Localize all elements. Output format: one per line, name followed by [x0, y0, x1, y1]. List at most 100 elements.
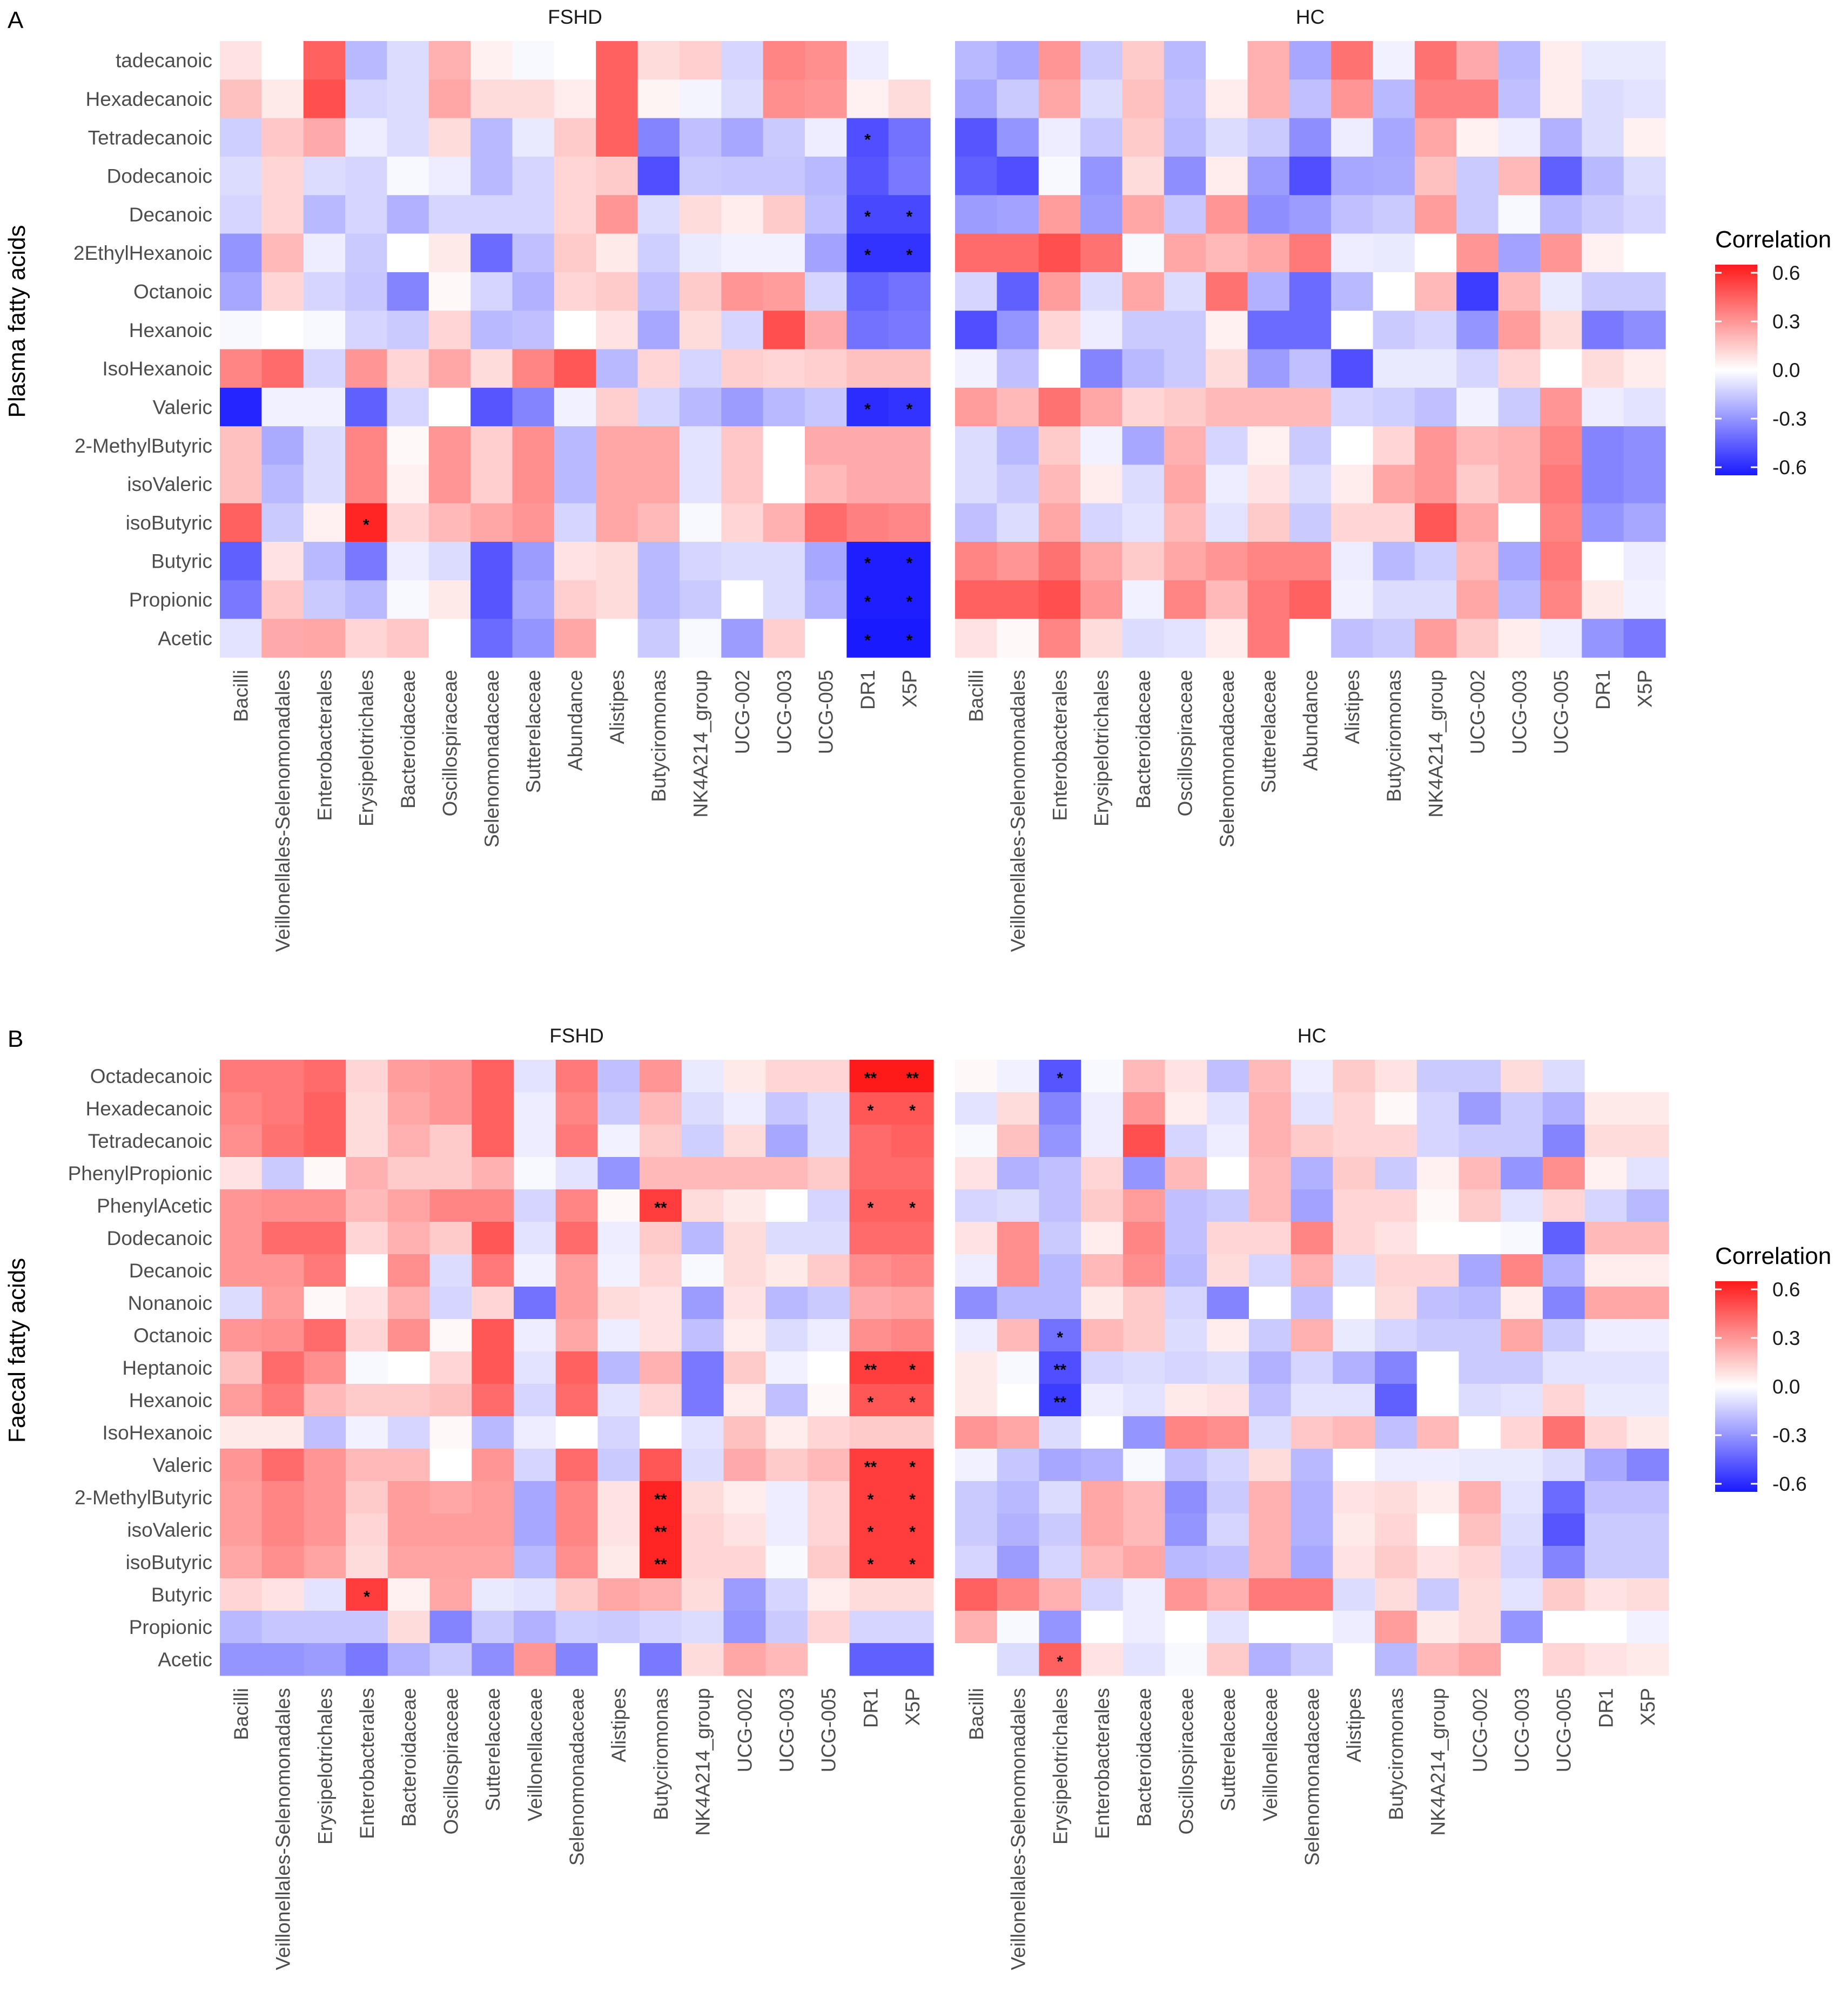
heatmap-cell	[1416, 1125, 1460, 1158]
heatmap-cell	[1039, 1643, 1081, 1676]
col-label-x5p: X5P	[902, 1688, 924, 1726]
heatmap-cell	[1373, 118, 1415, 157]
heatmap-cell	[723, 1351, 766, 1384]
heatmap-cell	[955, 1189, 998, 1222]
heatmap-cell	[1289, 79, 1332, 119]
heatmap-cell	[846, 118, 889, 157]
heatmap-cell	[1456, 387, 1499, 427]
heatmap-cell	[1080, 233, 1123, 273]
heatmap-cell	[472, 1092, 514, 1125]
heatmap-cell	[1373, 580, 1415, 620]
heatmap-cell	[512, 426, 555, 466]
heatmap-cell	[1623, 542, 1666, 581]
heatmap-cell	[1414, 79, 1457, 119]
heatmap-cell	[472, 1189, 514, 1222]
heatmap-cell	[721, 272, 764, 311]
heatmap-cell	[955, 1384, 998, 1417]
col-label-oscillospiraceae: Oscillospiraceae	[440, 1688, 462, 1834]
legend-colorbar	[1715, 265, 1757, 475]
heatmap-cell	[1627, 1643, 1669, 1676]
heatmap-cell	[387, 1449, 431, 1482]
heatmap-cell	[997, 1351, 1040, 1384]
heatmap-cell	[345, 542, 388, 581]
heatmap-cell	[1247, 465, 1290, 504]
heatmap-cell	[554, 195, 596, 234]
heatmap-cell	[640, 1351, 682, 1384]
heatmap-cell	[807, 1060, 850, 1093]
heatmap-cell	[1623, 618, 1666, 658]
heatmap-cell	[637, 118, 680, 157]
heatmap-cell	[387, 618, 429, 658]
heatmap-cell	[428, 387, 471, 427]
heatmap-cell	[513, 1384, 556, 1417]
heatmap-cell	[1456, 465, 1499, 504]
heatmap-cell	[637, 79, 680, 119]
heatmap-cell	[846, 79, 889, 119]
heatmap-cell	[807, 1222, 850, 1255]
heatmap-cell	[1289, 465, 1332, 504]
heatmap-cell	[804, 272, 847, 311]
row-label-isovaleric: isoValeric	[127, 473, 212, 495]
heatmap-cell	[1122, 311, 1165, 350]
heatmap-cell	[1206, 503, 1248, 542]
legend-tick-label: -0.6	[1772, 456, 1807, 479]
significance-mark: *	[1057, 1329, 1063, 1347]
heatmap-cell	[955, 1125, 998, 1158]
heatmap-cell	[765, 1157, 808, 1190]
heatmap-cell	[597, 1254, 640, 1287]
heatmap-cell	[1038, 311, 1081, 350]
heatmap-cell	[1164, 618, 1206, 658]
heatmap-cell	[1123, 1449, 1166, 1482]
heatmap-cell	[387, 349, 429, 388]
heatmap-cell	[1081, 1287, 1124, 1320]
heatmap-cell	[679, 41, 722, 80]
heatmap-cell	[513, 1578, 556, 1611]
heatmap-cell	[345, 349, 388, 388]
heatmap-cell	[1459, 1449, 1501, 1482]
heatmap-cell	[597, 1416, 640, 1449]
heatmap-cell	[512, 311, 555, 350]
heatmap-cell	[681, 1189, 724, 1222]
heatmap-cell	[1039, 1578, 1081, 1611]
legend-tick-label: -0.3	[1772, 1424, 1807, 1446]
heatmap-cell	[513, 1287, 556, 1320]
heatmap-cell	[1456, 233, 1499, 273]
heatmap-cell	[554, 426, 596, 466]
heatmap-cell	[955, 1611, 998, 1644]
heatmap-cell	[1206, 41, 1248, 80]
heatmap-cell	[471, 195, 513, 234]
heatmap-cell	[555, 1481, 598, 1514]
heatmap-cell	[955, 465, 997, 504]
heatmap-cell	[220, 349, 262, 388]
heatmap-cell	[303, 41, 346, 80]
heatmap-cell	[1080, 156, 1123, 196]
heatmap-cell	[1248, 1481, 1292, 1514]
heatmap-cell	[1456, 79, 1499, 119]
heatmap-cell	[1247, 79, 1290, 119]
row-label-isovaleric: isoValeric	[127, 1519, 212, 1541]
heatmap-cell	[472, 1513, 514, 1546]
heatmap-cell	[997, 1287, 1040, 1320]
heatmap-cell	[807, 1643, 850, 1676]
heatmap-cell	[1164, 580, 1206, 620]
heatmap-cell	[1248, 1416, 1292, 1449]
significance-mark: *	[864, 400, 871, 418]
heatmap-cell	[1291, 1319, 1333, 1352]
heatmap-cell	[1333, 1643, 1375, 1676]
heatmap-cell	[1414, 542, 1457, 581]
heatmap-cell	[637, 580, 680, 620]
col-label-nk4a214-group: NK4A214_group	[1427, 1688, 1449, 1836]
heatmap-cell	[955, 426, 997, 466]
heatmap-cell	[1416, 1060, 1460, 1093]
heatmap-cell	[1207, 1449, 1249, 1482]
heatmap-cell	[955, 41, 997, 80]
heatmap-cell	[429, 1611, 472, 1644]
heatmap-cell	[765, 1351, 808, 1384]
heatmap-cell	[888, 387, 931, 427]
heatmap-cell	[846, 311, 889, 350]
col-label-selenomonadaceae: Selenomonadaceae	[566, 1688, 588, 1866]
heatmap-cell	[765, 1060, 808, 1093]
significance-mark: *	[864, 593, 871, 611]
significance-mark: *	[868, 1102, 874, 1120]
heatmap-cell	[955, 79, 997, 119]
